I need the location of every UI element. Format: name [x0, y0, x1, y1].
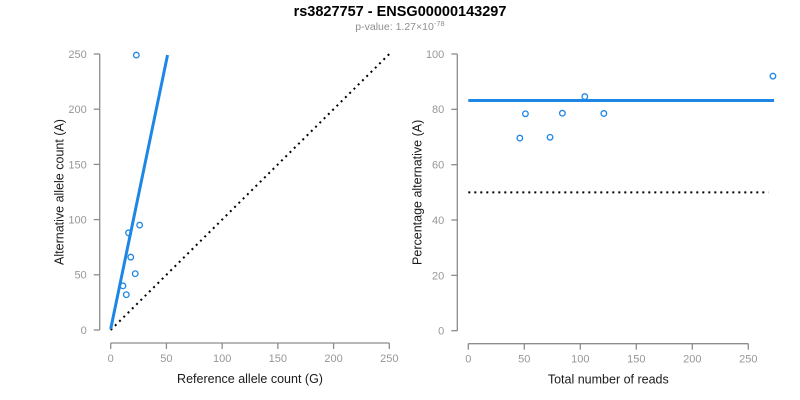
x-tick-label: 150 — [269, 353, 287, 365]
data-point — [769, 72, 777, 80]
x-tick-label: 50 — [518, 354, 530, 366]
y-tick-label: 100 — [426, 49, 444, 61]
p-value-base: 10 — [422, 21, 434, 33]
y-axis-title: Percentage alternative (A) — [410, 120, 424, 265]
p-value-subtitle: p-value: 1.27×10-78 — [0, 19, 800, 33]
x-tick-label: 250 — [739, 354, 757, 366]
x-axis-title: Total number of reads — [548, 373, 669, 387]
data-point — [127, 253, 135, 261]
y-tick-label: 0 — [438, 326, 444, 338]
data-point — [516, 134, 524, 142]
times-sign: × — [416, 21, 423, 33]
y-tick-label: 20 — [432, 270, 444, 282]
x-tick-label: 250 — [380, 353, 398, 365]
y-tick-label: 0 — [81, 325, 87, 337]
left-plot: 0 50 100 150 200 250 0 50 100 150 200 250 Reference … — [53, 49, 399, 386]
data-point — [122, 291, 130, 299]
y-tick-label: 150 — [68, 159, 86, 171]
p-value-mantissa: 1.27 — [395, 21, 417, 33]
data-point — [119, 282, 127, 290]
x-tick-label: 0 — [108, 353, 114, 365]
x-tick-label: 50 — [160, 353, 172, 365]
y-tick-label: 60 — [432, 160, 444, 172]
x-tick-label: 100 — [571, 354, 589, 366]
y-tick-label: 200 — [68, 104, 86, 116]
y-tick-label: 40 — [432, 215, 444, 227]
x-tick-label: 200 — [324, 353, 342, 365]
x-tick-label: 100 — [213, 353, 231, 365]
y-tick-label: 80 — [432, 104, 444, 116]
y-tick-label: 250 — [68, 49, 86, 61]
data-point — [558, 109, 566, 117]
data-point — [600, 110, 608, 117]
subtitle-prefix: p-value: — [355, 21, 396, 33]
data-point — [546, 133, 554, 141]
data-point — [131, 270, 139, 278]
x-tick-label: 200 — [683, 354, 701, 366]
data-point — [125, 229, 132, 237]
data-point — [581, 93, 589, 101]
fit-line — [109, 54, 170, 330]
data-point — [136, 221, 144, 229]
y-tick-label: 50 — [74, 270, 86, 282]
right-plot: 0 20 40 60 80 100 0 50 100 150 200 250 Total number … — [410, 49, 777, 387]
p-value-exponent: -78 — [433, 19, 445, 28]
title-text: rs3827757 - ENSG00000143297 — [293, 4, 507, 20]
data-point — [132, 51, 140, 59]
reference-dotted-line — [109, 53, 391, 331]
x-tick-label: 150 — [627, 354, 645, 366]
y-axis-title: Alternative allele count (A) — [53, 119, 67, 265]
data-point — [521, 110, 529, 118]
x-tick-label: 0 — [465, 354, 471, 366]
x-axis-title: Reference allele count (G) — [177, 372, 323, 386]
y-tick-label: 100 — [68, 215, 86, 227]
page-title: rs3827757 - ENSG00000143297 — [0, 4, 800, 20]
